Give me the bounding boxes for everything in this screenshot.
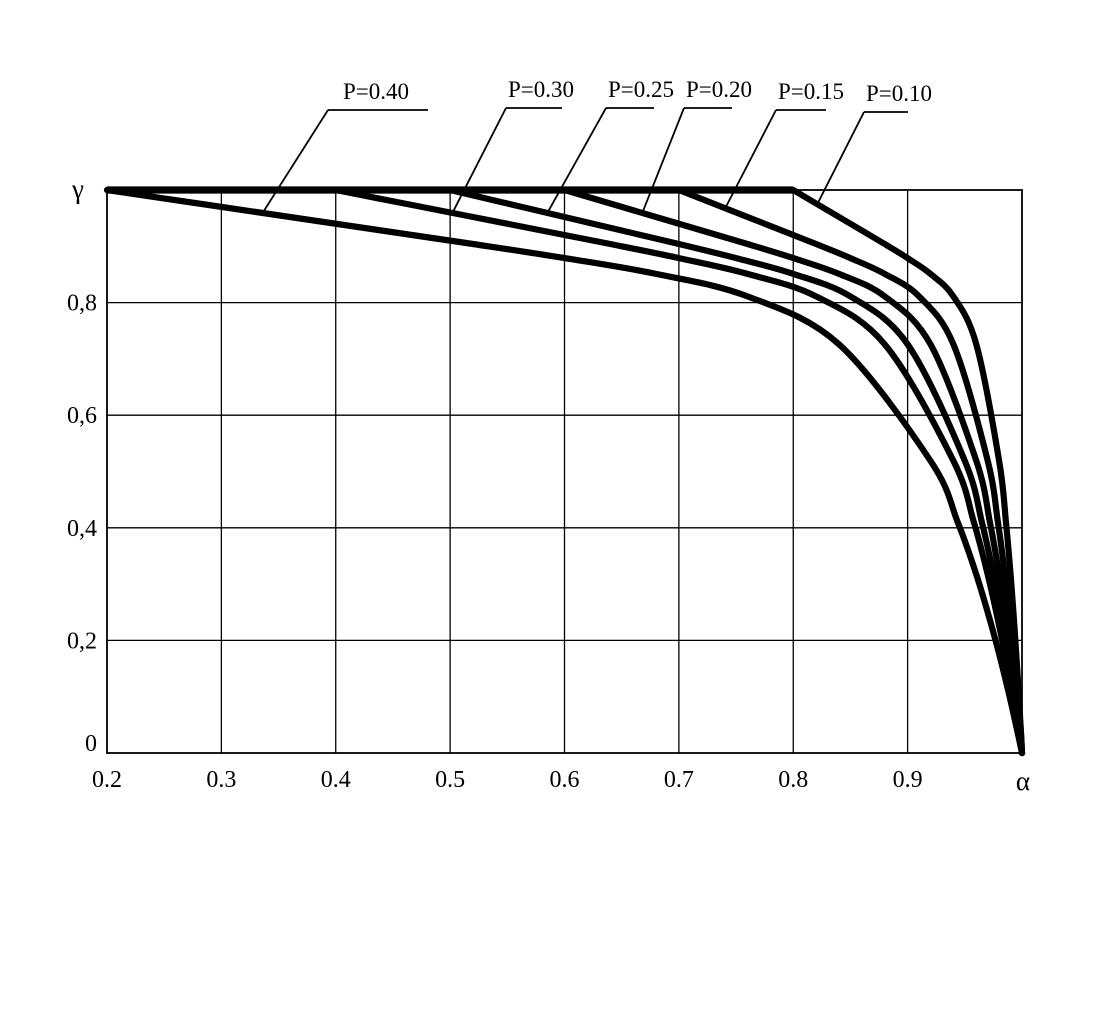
leader-line-P=0.40: [261, 109, 329, 214]
x-axis-label-alpha: α: [1016, 766, 1030, 796]
y-tick-label-0,8: 0,8: [67, 291, 97, 317]
y-tick-label-0,2: 0,2: [67, 628, 97, 654]
y-tick-label-0,6: 0,6: [67, 403, 97, 429]
curve-P=0.10: [790, 186, 1026, 757]
leader-line-P=0.30: [451, 107, 507, 214]
curve-label-P=0.40: P=0.40: [343, 79, 409, 104]
leader-line-P=0.20: [641, 107, 685, 214]
curve-label-P=0.30: P=0.30: [508, 77, 574, 102]
x-tick-label-0.9: 0.9: [893, 767, 923, 793]
x-tick-label-0.7: 0.7: [664, 767, 694, 793]
x-tick-label-0.2: 0.2: [92, 767, 122, 793]
curve-label-P=0.20: P=0.20: [686, 77, 752, 102]
leader-line-P=0.25: [546, 107, 607, 214]
curve-label-P=0.10: P=0.10: [866, 81, 932, 106]
x-tick-label-0.8: 0.8: [778, 767, 808, 793]
curve-label-P=0.25: P=0.25: [608, 77, 674, 102]
curve-label-P=0.15: P=0.15: [778, 79, 844, 104]
x-tick-label-0.6: 0.6: [550, 767, 580, 793]
x-tick-label-0.3: 0.3: [206, 767, 236, 793]
x-tick-label-0.5: 0.5: [435, 767, 465, 793]
curve-P=0.40: [103, 186, 1026, 757]
y-tick-label-0,4: 0,4: [67, 516, 97, 542]
y-axis-label-gamma: γ: [71, 174, 84, 204]
y-tick-label-0: 0: [85, 731, 97, 757]
leader-line-P=0.15: [724, 109, 777, 209]
x-tick-label-0.4: 0.4: [321, 767, 351, 793]
leader-line-P=0.10: [816, 111, 865, 205]
